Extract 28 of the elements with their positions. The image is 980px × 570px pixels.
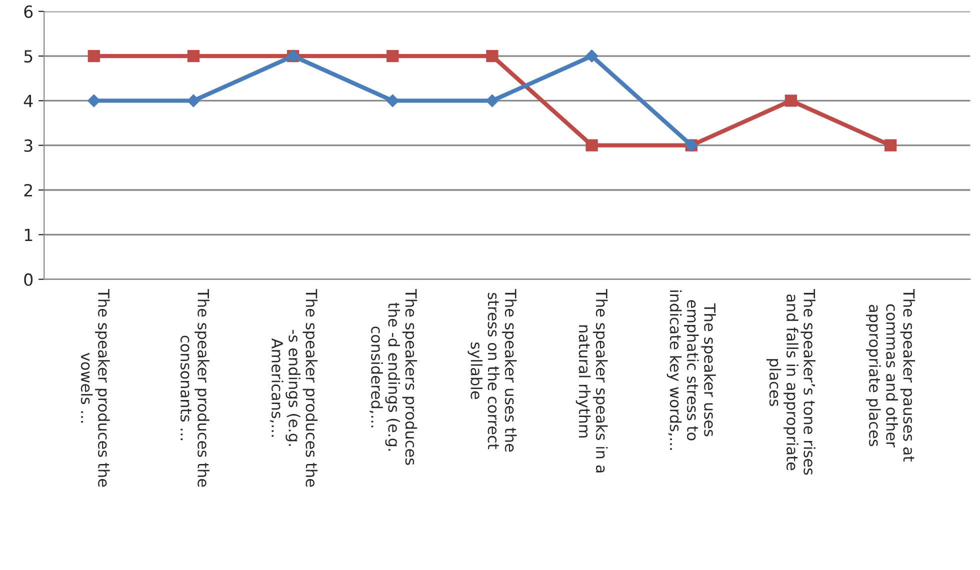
y-tick-label: 1 xyxy=(24,228,32,241)
x-tick-label: The speaker produces the vowels ... xyxy=(80,288,110,487)
point xyxy=(187,50,200,62)
point xyxy=(187,94,200,108)
y-tick-label: 2 xyxy=(24,184,32,196)
x-tick-label: The speaker uses the stress on the correct syllable xyxy=(468,288,517,452)
point xyxy=(884,139,897,152)
y-tick-label: 3 xyxy=(24,139,32,152)
y-tick-label: 5 xyxy=(24,50,32,63)
x-tick-label: The speakers produces the -d endings (e.g. considered,... xyxy=(370,288,418,465)
point xyxy=(784,94,798,107)
x-tick-label: The speaker produces the consonants ... xyxy=(180,288,210,487)
y-tick-label: 4 xyxy=(24,94,33,108)
point xyxy=(386,94,400,108)
point xyxy=(586,139,598,152)
y-tick-label: 6 xyxy=(24,5,33,18)
x-tick-label: The speaker uses emphatic stress to indicate key words,... xyxy=(666,290,716,450)
point xyxy=(87,94,100,108)
y-tick-label: 0 xyxy=(24,273,33,286)
x-tick-label: The speaker pauses at commas and other appropriate places xyxy=(866,288,916,462)
x-tick-label: The speaker produces the -s endings (e.g. Americans,... xyxy=(270,288,318,487)
x-tick-label: The speaker’s tone rises and falls in appropriate places xyxy=(766,288,816,475)
x-tick-label: The speaker speaks in a natural rhythm xyxy=(576,288,608,472)
point xyxy=(486,50,498,62)
point xyxy=(386,50,399,62)
point xyxy=(88,50,100,62)
point xyxy=(486,94,499,108)
point xyxy=(585,50,598,62)
